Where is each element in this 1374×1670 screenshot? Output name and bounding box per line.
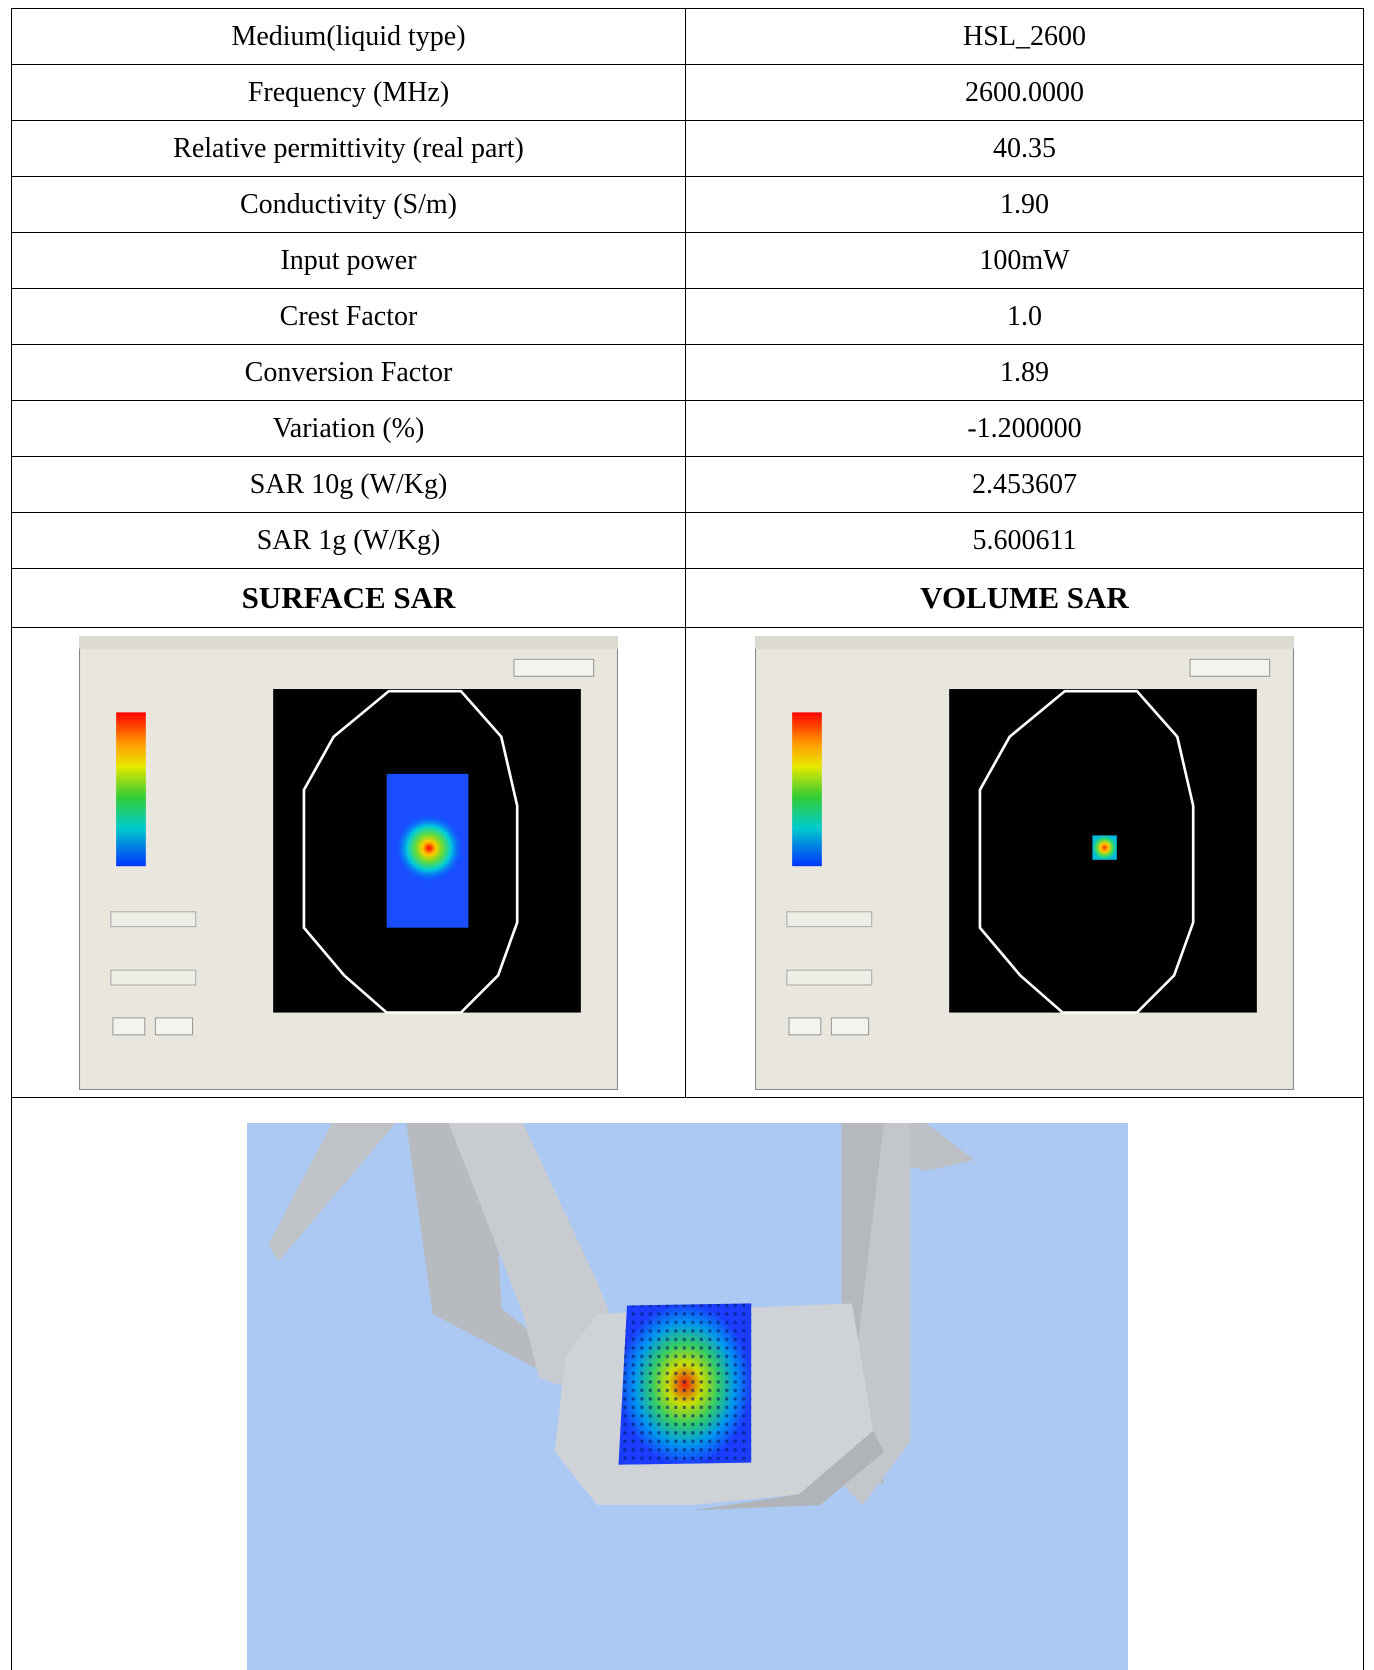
parameter-value: HSL_2600 [685,8,1364,65]
volume-sar-image [755,635,1294,1090]
parameter-name: Conversion Factor [11,344,686,401]
parameter-name: Variation (%) [11,400,686,457]
parameter-name: Input power [11,232,686,289]
parameter-name: Frequency (MHz) [11,64,686,121]
parameter-value: 1.0 [685,288,1364,345]
image-row [11,627,1364,1098]
image-cell [11,627,686,1098]
image-cell [11,1097,1364,1670]
image-cell [685,627,1364,1098]
table-row: Medium(liquid type) HSL_2600 [11,8,1364,65]
sar-table: Medium(liquid type) HSL_2600 Frequency (MH… [11,8,1364,1670]
parameter-value: -1.200000 [685,400,1364,457]
table-row: SAR 1g (W/Kg) 5.600611 [11,512,1364,569]
table-row: Relative permittivity (real part) 40.35 [11,120,1364,177]
table-body: Medium(liquid type) HSL_2600 Frequency (MH… [11,8,1364,1670]
parameter-name: Conductivity (S/m) [11,176,686,233]
parameter-value: 100mW [685,232,1364,289]
surface-sar-image [79,635,618,1090]
parameter-value: 2600.0000 [685,64,1364,121]
parameter-value: 1.90 [685,176,1364,233]
phantom-3d-image [247,1123,1128,1670]
parameter-name: SAR 1g (W/Kg) [11,512,686,569]
table-row: Input power 100mW [11,232,1364,289]
table-row: SAR 10g (W/Kg) 2.453607 [11,456,1364,513]
parameter-name: Relative permittivity (real part) [11,120,686,177]
section-header-row: SURFACE SAR VOLUME SAR [11,568,1364,628]
table-row: Frequency (MHz) 2600.0000 [11,64,1364,121]
table-row: Variation (%) -1.200000 [11,400,1364,457]
section-header: SURFACE SAR [11,568,686,628]
table-row: Conversion Factor 1.89 [11,344,1364,401]
parameter-value: 2.453607 [685,456,1364,513]
table-row: Conductivity (S/m) 1.90 [11,176,1364,233]
parameter-value: 1.89 [685,344,1364,401]
parameter-name: Crest Factor [11,288,686,345]
image-row [11,1097,1364,1670]
parameter-value: 5.600611 [685,512,1364,569]
parameter-value: 40.35 [685,120,1364,177]
parameter-name: SAR 10g (W/Kg) [11,456,686,513]
parameter-name: Medium(liquid type) [11,8,686,65]
section-header: VOLUME SAR [685,568,1364,628]
table-row: Crest Factor 1.0 [11,288,1364,345]
